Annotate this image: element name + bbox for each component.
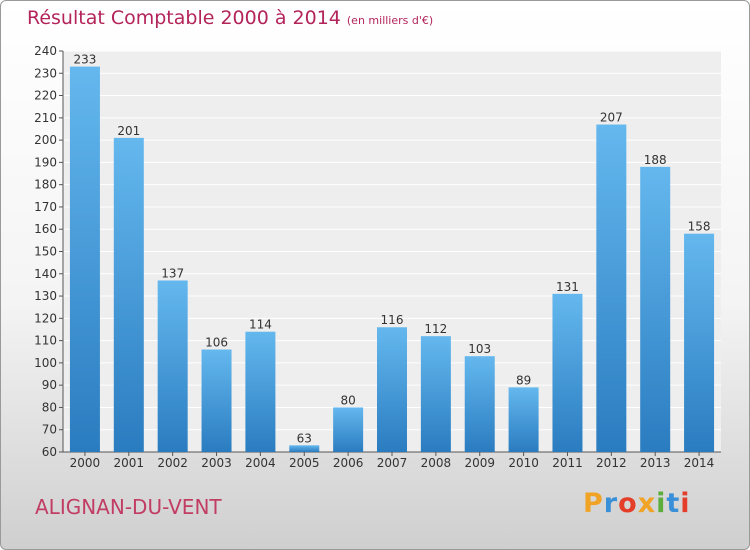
x-tick-label: 2012 <box>596 456 627 470</box>
x-tick-label: 2008 <box>421 456 452 470</box>
y-tick-label: 130 <box>34 289 57 303</box>
value-label: 89 <box>516 373 531 387</box>
proxiti-logo: Proxiti <box>583 488 691 519</box>
logo-letter: i <box>680 488 691 519</box>
y-tick-label: 90 <box>42 378 57 392</box>
bar <box>113 137 144 452</box>
x-tick-label: 2010 <box>508 456 539 470</box>
value-label: 103 <box>468 342 491 356</box>
logo-letter: t <box>666 488 681 519</box>
bar <box>552 293 583 452</box>
value-label: 188 <box>644 153 667 167</box>
y-tick-label: 200 <box>34 133 57 147</box>
y-tick-label: 70 <box>42 423 57 437</box>
y-tick-label: 210 <box>34 111 57 125</box>
value-label: 112 <box>424 322 447 336</box>
x-tick-label: 2004 <box>245 456 276 470</box>
y-tick-label: 80 <box>42 400 57 414</box>
value-label: 201 <box>117 124 140 138</box>
y-tick-label: 170 <box>34 200 57 214</box>
bar <box>377 327 407 452</box>
y-tick-label: 190 <box>34 155 57 169</box>
y-tick-label: 120 <box>34 311 57 325</box>
y-tick-label: 240 <box>34 44 57 58</box>
bar <box>201 349 232 452</box>
logo-letter: x <box>637 488 657 519</box>
bar <box>420 336 451 452</box>
bar <box>289 445 320 452</box>
x-tick-label: 2006 <box>333 456 364 470</box>
value-label: 207 <box>600 111 623 125</box>
x-tick-label: 2001 <box>114 456 145 470</box>
logo-letter: i <box>656 488 667 519</box>
x-tick-label: 2005 <box>289 456 320 470</box>
bar <box>157 280 188 452</box>
y-tick-label: 160 <box>34 222 57 236</box>
x-tick-label: 2009 <box>464 456 495 470</box>
bar <box>508 387 539 452</box>
x-tick-label: 2014 <box>684 456 715 470</box>
y-tick-label: 150 <box>34 245 57 259</box>
y-tick-label: 60 <box>42 445 57 459</box>
unit-label: (en milliers d'€) <box>346 14 434 27</box>
commune-name: ALIGNAN-DU-VENT <box>35 495 222 519</box>
y-tick-label: 220 <box>34 89 57 103</box>
x-tick-label: 2000 <box>70 456 101 470</box>
bar <box>333 407 364 452</box>
logo-letter: P <box>583 488 604 519</box>
value-label: 233 <box>73 53 96 67</box>
bar <box>464 356 495 452</box>
y-tick-label: 140 <box>34 267 57 281</box>
chart-title: Résultat Comptable 2000 à 2014 (en millie… <box>27 7 433 29</box>
bars <box>69 66 715 453</box>
value-label: 131 <box>556 280 579 294</box>
logo-letter: r <box>603 488 619 519</box>
value-label: 116 <box>381 313 404 327</box>
bar <box>684 233 715 452</box>
value-label: 137 <box>161 266 184 280</box>
x-tick-label: 2007 <box>377 456 408 470</box>
title-text: Résultat Comptable 2000 à 2014 <box>27 7 341 29</box>
value-label: 106 <box>205 336 228 350</box>
x-tick-label: 2013 <box>640 456 671 470</box>
value-label: 63 <box>297 431 312 445</box>
x-tick-label: 2003 <box>201 456 232 470</box>
bar <box>596 124 627 453</box>
value-label: 158 <box>688 220 711 234</box>
logo-letter: o <box>618 488 638 519</box>
x-tick-label: 2011 <box>552 456 583 470</box>
value-label: 114 <box>249 318 272 332</box>
bar <box>69 66 100 452</box>
y-tick-label: 180 <box>34 178 57 192</box>
y-tick-label: 100 <box>34 356 57 370</box>
y-tick-label: 230 <box>34 66 57 80</box>
x-tick-label: 2002 <box>157 456 188 470</box>
y-tick-label: 110 <box>34 334 57 348</box>
bar <box>640 166 671 452</box>
labels: 60 70 80 90 100 110 120 130 140 150 160 170 180 190 20… <box>34 44 714 470</box>
value-label: 80 <box>340 393 355 407</box>
bar <box>245 331 276 452</box>
